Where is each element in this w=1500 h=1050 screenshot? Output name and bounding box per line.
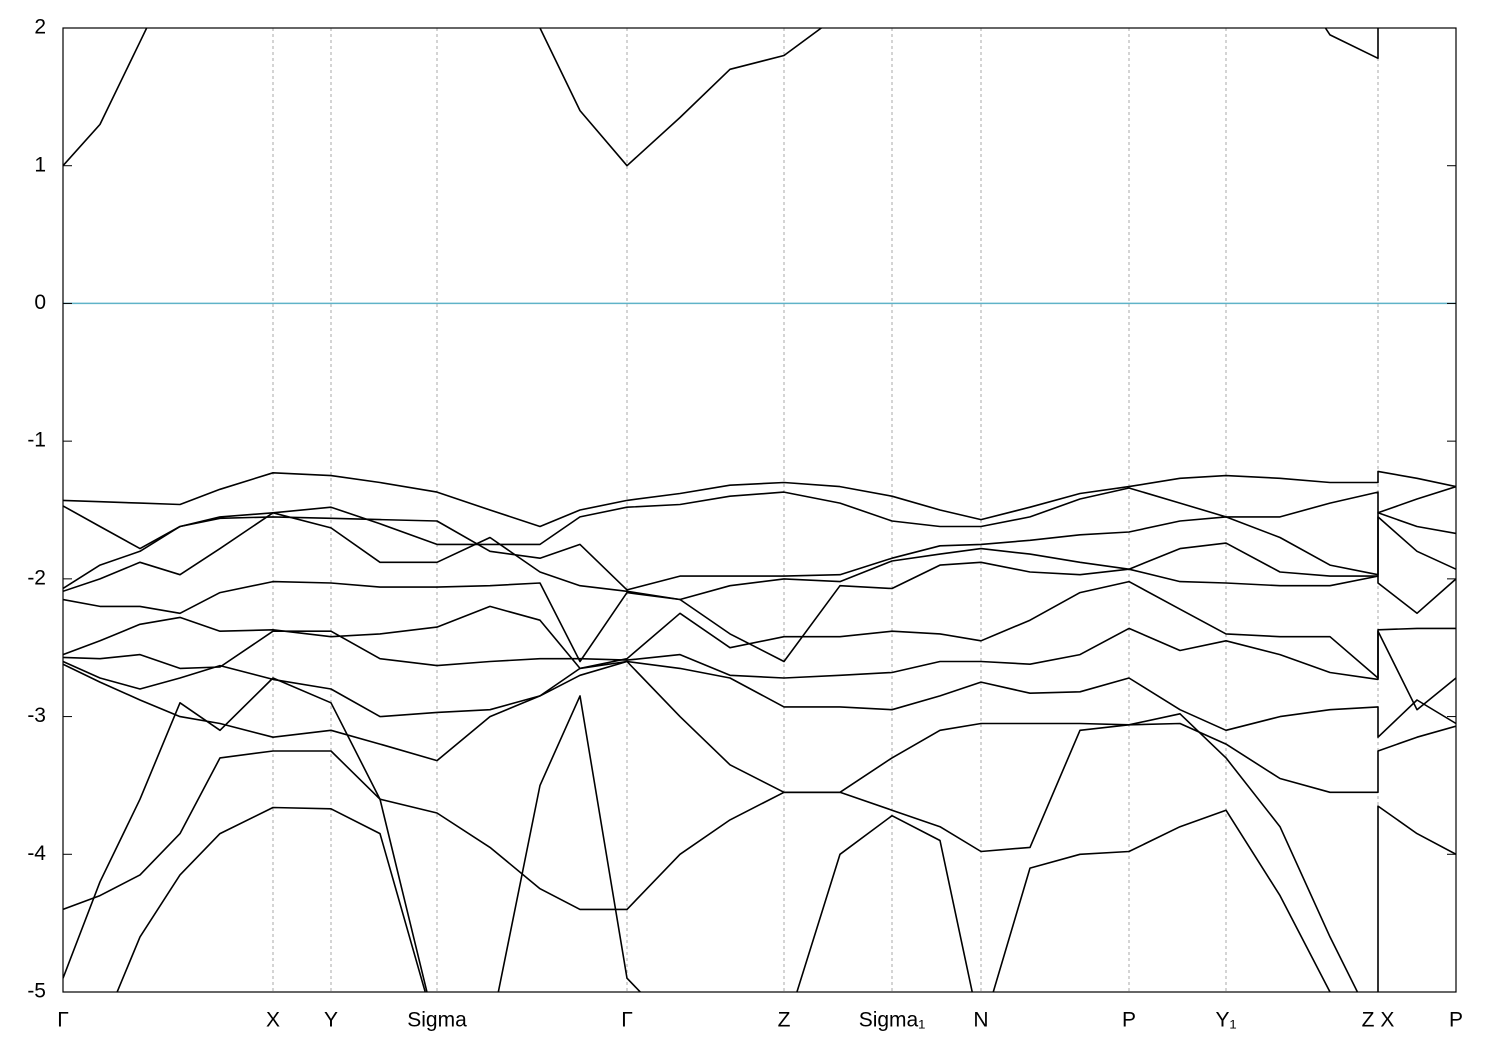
band-line xyxy=(63,627,1456,711)
y-tick-label: 2 xyxy=(34,16,46,39)
labels: -5 -4 -3 -2 -1 0 1 2 Γ X Y Sigma Γ Z Sigma₁ N P Y₁ Z X P xyxy=(27,16,1463,1032)
y-tick-label: 1 xyxy=(34,153,46,176)
x-tick-label: P xyxy=(1122,1009,1136,1032)
grid xyxy=(62,28,1457,992)
x-tick-label: X xyxy=(266,1009,280,1032)
x-tick-label: Γ xyxy=(621,1009,633,1032)
y-tick-label: -3 xyxy=(27,704,46,727)
band-line xyxy=(63,660,1456,794)
band-line xyxy=(63,28,1379,167)
y-tick-label: -4 xyxy=(27,842,46,865)
band-line xyxy=(63,677,1332,992)
y-tick-label: -1 xyxy=(27,429,46,452)
plot-frame xyxy=(62,27,1457,993)
y-tick-label: -2 xyxy=(27,566,46,589)
x-tick-label: P xyxy=(1449,1009,1463,1032)
x-tick-label: Sigma xyxy=(407,1009,467,1032)
x-tick-label: N xyxy=(973,1009,988,1032)
x-tick-label: Z X xyxy=(1362,1009,1395,1032)
x-tick-label: Sigma₁ xyxy=(859,1009,926,1032)
y-tick-label: 0 xyxy=(34,291,46,314)
x-tick-label: Y xyxy=(324,1009,338,1032)
band-line xyxy=(63,511,1456,601)
band-line xyxy=(116,806,427,992)
band-line xyxy=(63,580,1456,679)
band-line xyxy=(63,713,1456,992)
x-tick-label: Γ xyxy=(57,1009,69,1032)
band-line xyxy=(63,511,1456,591)
band-line xyxy=(63,561,1456,663)
band-line xyxy=(63,470,1456,528)
x-tick-label: Y₁ xyxy=(1215,1009,1236,1032)
bands xyxy=(63,28,1456,992)
band-line xyxy=(63,660,1456,738)
y-tick-label: -5 xyxy=(27,980,46,1003)
x-tick-label: Z xyxy=(778,1009,791,1032)
